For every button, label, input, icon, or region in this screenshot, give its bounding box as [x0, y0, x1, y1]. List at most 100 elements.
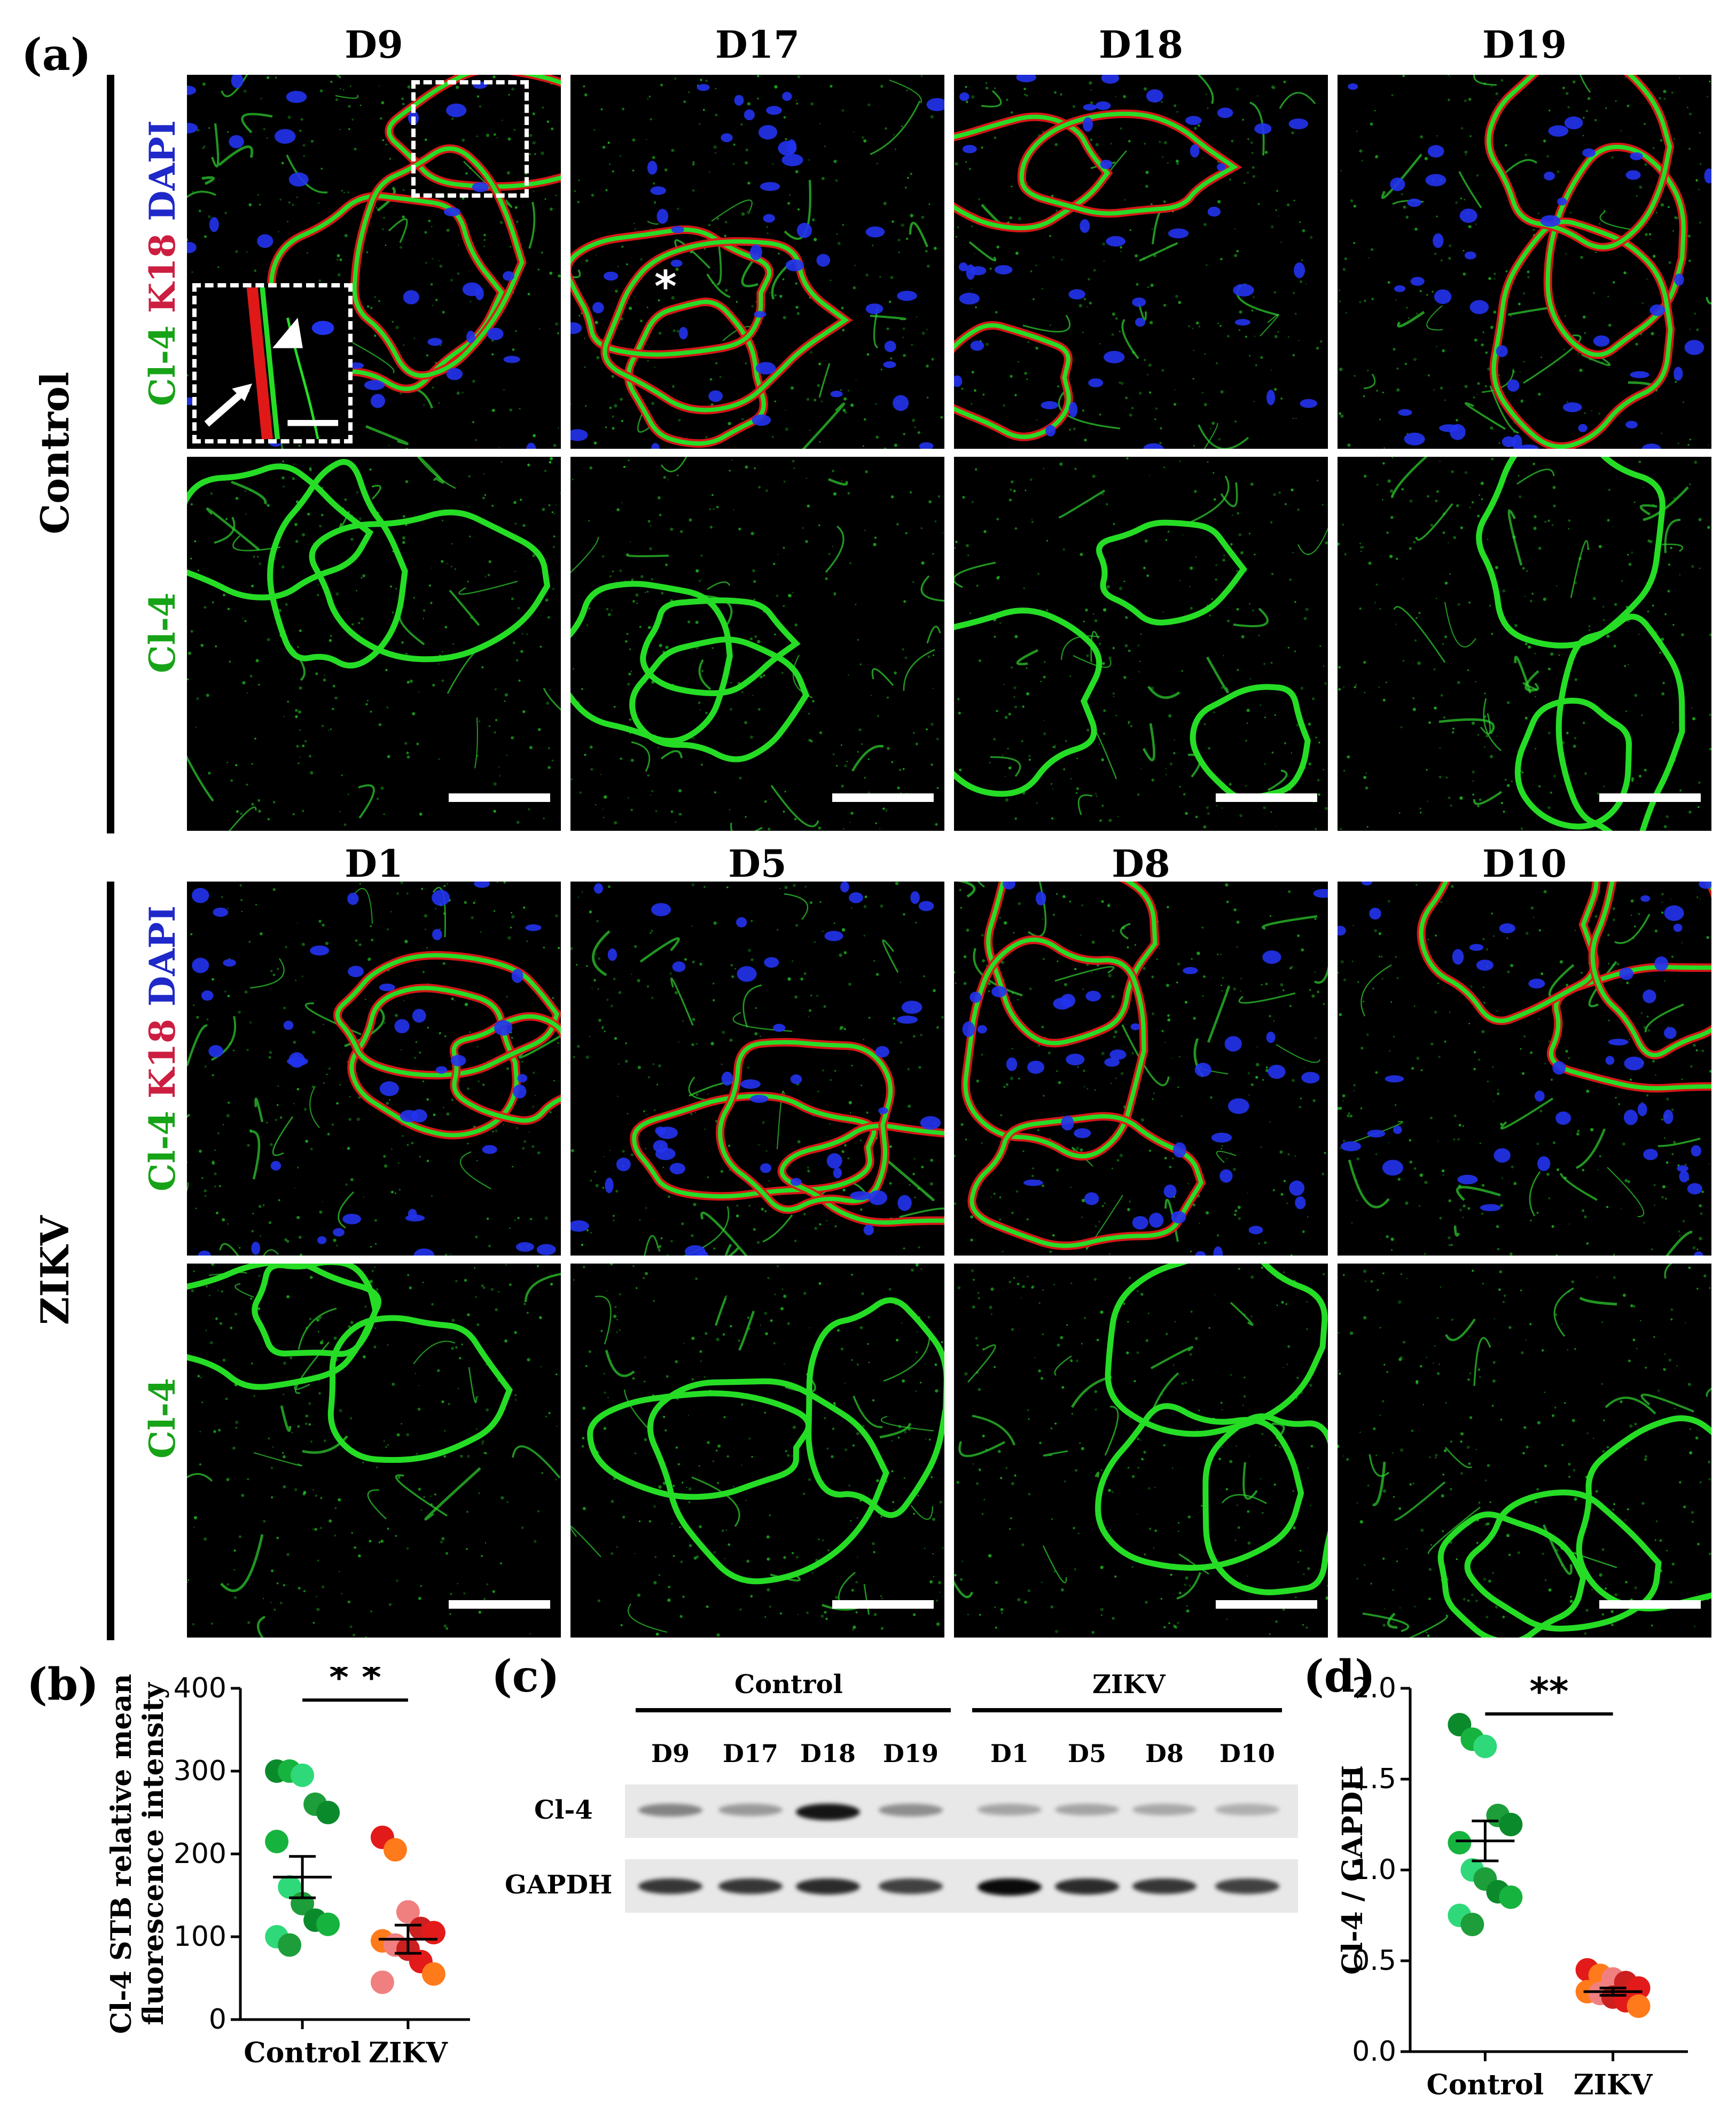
data-point — [278, 1933, 302, 1957]
zikv-merge-micrograph-d8 — [954, 882, 1328, 1256]
wb-lane-label-d19: D19 — [883, 1739, 939, 1768]
y-tick-label: 0.0 — [1352, 2036, 1396, 2068]
data-point — [291, 1763, 315, 1787]
control-group-bar — [107, 75, 114, 833]
control-header-d17: D17 — [715, 22, 800, 67]
control-merge-micrograph-d9 — [187, 75, 561, 449]
scale-bar — [1599, 793, 1701, 802]
control-cl4-micrograph-d19 — [1338, 457, 1711, 831]
control-merge-row-label: Cl-4 K18 DAPI — [142, 120, 183, 406]
scale-bar — [832, 793, 934, 802]
wb-band — [879, 1804, 943, 1817]
zikv-merge-micrograph-d1 — [187, 882, 561, 1256]
wb-band — [718, 1804, 783, 1816]
wb-gapdh-strip — [625, 1859, 1298, 1913]
y-tick-label: 200 — [174, 1838, 226, 1870]
panel-b-letter: (b) — [27, 1659, 99, 1710]
scale-bar — [449, 793, 550, 802]
wb-band — [796, 1804, 860, 1821]
data-point — [370, 1970, 394, 1994]
control-merge-micrograph-d17 — [570, 75, 944, 449]
zikv-header-d10: D10 — [1482, 841, 1567, 886]
wb-band — [796, 1879, 860, 1895]
zikv-merge-row-label: Cl-4 K18 DAPI — [142, 906, 183, 1191]
data-point — [1448, 1831, 1472, 1854]
data-point — [1499, 1885, 1523, 1909]
data-point — [421, 1962, 445, 1986]
dapi-label: DAPI — [142, 120, 183, 221]
y-tick-label: 1.5 — [1352, 1763, 1396, 1795]
y-axis-label: Cl-4 / GAPDH — [1336, 1765, 1369, 1975]
wb-band — [879, 1879, 943, 1894]
wb-band — [978, 1804, 1042, 1816]
zikv-cl4-micrograph-d10 — [1338, 1264, 1711, 1638]
control-header-d19: D19 — [1482, 22, 1567, 67]
zikv-header-d8: D8 — [1112, 841, 1170, 886]
data-point — [383, 1838, 407, 1862]
wb-band — [978, 1879, 1042, 1896]
panel-a-letter: (a) — [21, 29, 91, 81]
zikv-header-d1: D1 — [345, 841, 403, 886]
wb-lane-label-d18: D18 — [800, 1739, 856, 1768]
data-point — [1473, 1734, 1497, 1758]
scale-bar — [832, 1600, 934, 1609]
zikv-merge-micrograph-d10 — [1338, 882, 1711, 1256]
control-cl4-micrograph-d17 — [570, 457, 944, 831]
panel-d-chart: 0.0 0.5 1.0 1.5 2.0 Control ZIKV ** Cl-4 / GAPDH — [1336, 1670, 1688, 2101]
y-tick-label: 1.0 — [1352, 1854, 1396, 1886]
control-cl4-micrograph-d18 — [954, 457, 1328, 831]
inset-zoom-box — [192, 283, 353, 443]
y-tick-label: 2.0 — [1352, 1672, 1396, 1704]
y-tick-label: 0 — [209, 2004, 226, 2036]
panel-b-chart: 0 100 200 300 400 Control ZIKV * * Cl-4 STB rela… — [105, 1667, 470, 2069]
x-category-label: ZIKV — [369, 2037, 448, 2069]
y-axis-label-line2: fluorescence intensity — [137, 1682, 170, 2025]
zikv-header-bar — [972, 1708, 1282, 1712]
wb-cl4-strip — [625, 1784, 1298, 1838]
wb-lane-label-d9: D9 — [651, 1739, 690, 1768]
y-tick-label: 400 — [174, 1672, 226, 1704]
control-group-label: Control — [32, 371, 77, 534]
wb-band — [638, 1879, 702, 1895]
k18-label: K18 — [142, 233, 183, 314]
k18-label: K18 — [142, 1018, 183, 1099]
wb-band — [1055, 1804, 1119, 1816]
data-point — [316, 1912, 340, 1936]
zikv-group-label: ZIKV — [32, 1215, 77, 1325]
y-axis-label-line1: Cl-4 STB relative mean — [105, 1674, 138, 2034]
wb-band — [638, 1804, 702, 1817]
cl4-label: Cl-4 — [142, 1111, 183, 1191]
data-point — [396, 1900, 420, 1924]
wb-band — [1055, 1879, 1119, 1895]
scale-bar — [1599, 1600, 1701, 1609]
zikv-cl4-micrograph-d5 — [570, 1264, 944, 1638]
zikv-header-d5: D5 — [728, 841, 787, 886]
scale-bar — [1216, 1600, 1317, 1609]
wb-row-label-gapdh: GAPDH — [505, 1870, 613, 1900]
y-tick-label: 300 — [174, 1755, 226, 1787]
y-tick-label: 100 — [174, 1921, 226, 1953]
wb-lane-label-d17: D17 — [723, 1739, 778, 1768]
panel-d-letter: (d) — [1303, 1651, 1375, 1702]
data-point — [278, 1875, 302, 1899]
data-point — [316, 1801, 340, 1825]
control-merge-micrograph-d18 — [954, 75, 1328, 449]
control-cl4-micrograph-d9 — [187, 457, 561, 831]
control-header-d9: D9 — [345, 22, 403, 67]
control-cl4-row-label: Cl-4 — [142, 593, 183, 673]
data-point — [1460, 1913, 1484, 1936]
zikv-cl4-micrograph-d8 — [954, 1264, 1328, 1638]
x-category-label: ZIKV — [1574, 2069, 1653, 2101]
dapi-label: DAPI — [142, 905, 183, 1007]
x-category-label: Control — [244, 2037, 361, 2069]
zikv-group-bar — [107, 882, 114, 1640]
cl4-label: Cl-4 — [142, 325, 183, 406]
control-merge-micrograph-d19 — [1338, 75, 1711, 449]
scale-bar — [1216, 793, 1317, 802]
data-point — [1626, 1994, 1651, 2018]
wb-lane-label-d8: D8 — [1145, 1739, 1184, 1768]
wb-band — [1215, 1804, 1279, 1815]
significance-stars: * * — [329, 1667, 381, 1700]
y-tick-label: 0.5 — [1352, 1945, 1396, 1977]
asterisk-marker: * — [654, 262, 677, 311]
